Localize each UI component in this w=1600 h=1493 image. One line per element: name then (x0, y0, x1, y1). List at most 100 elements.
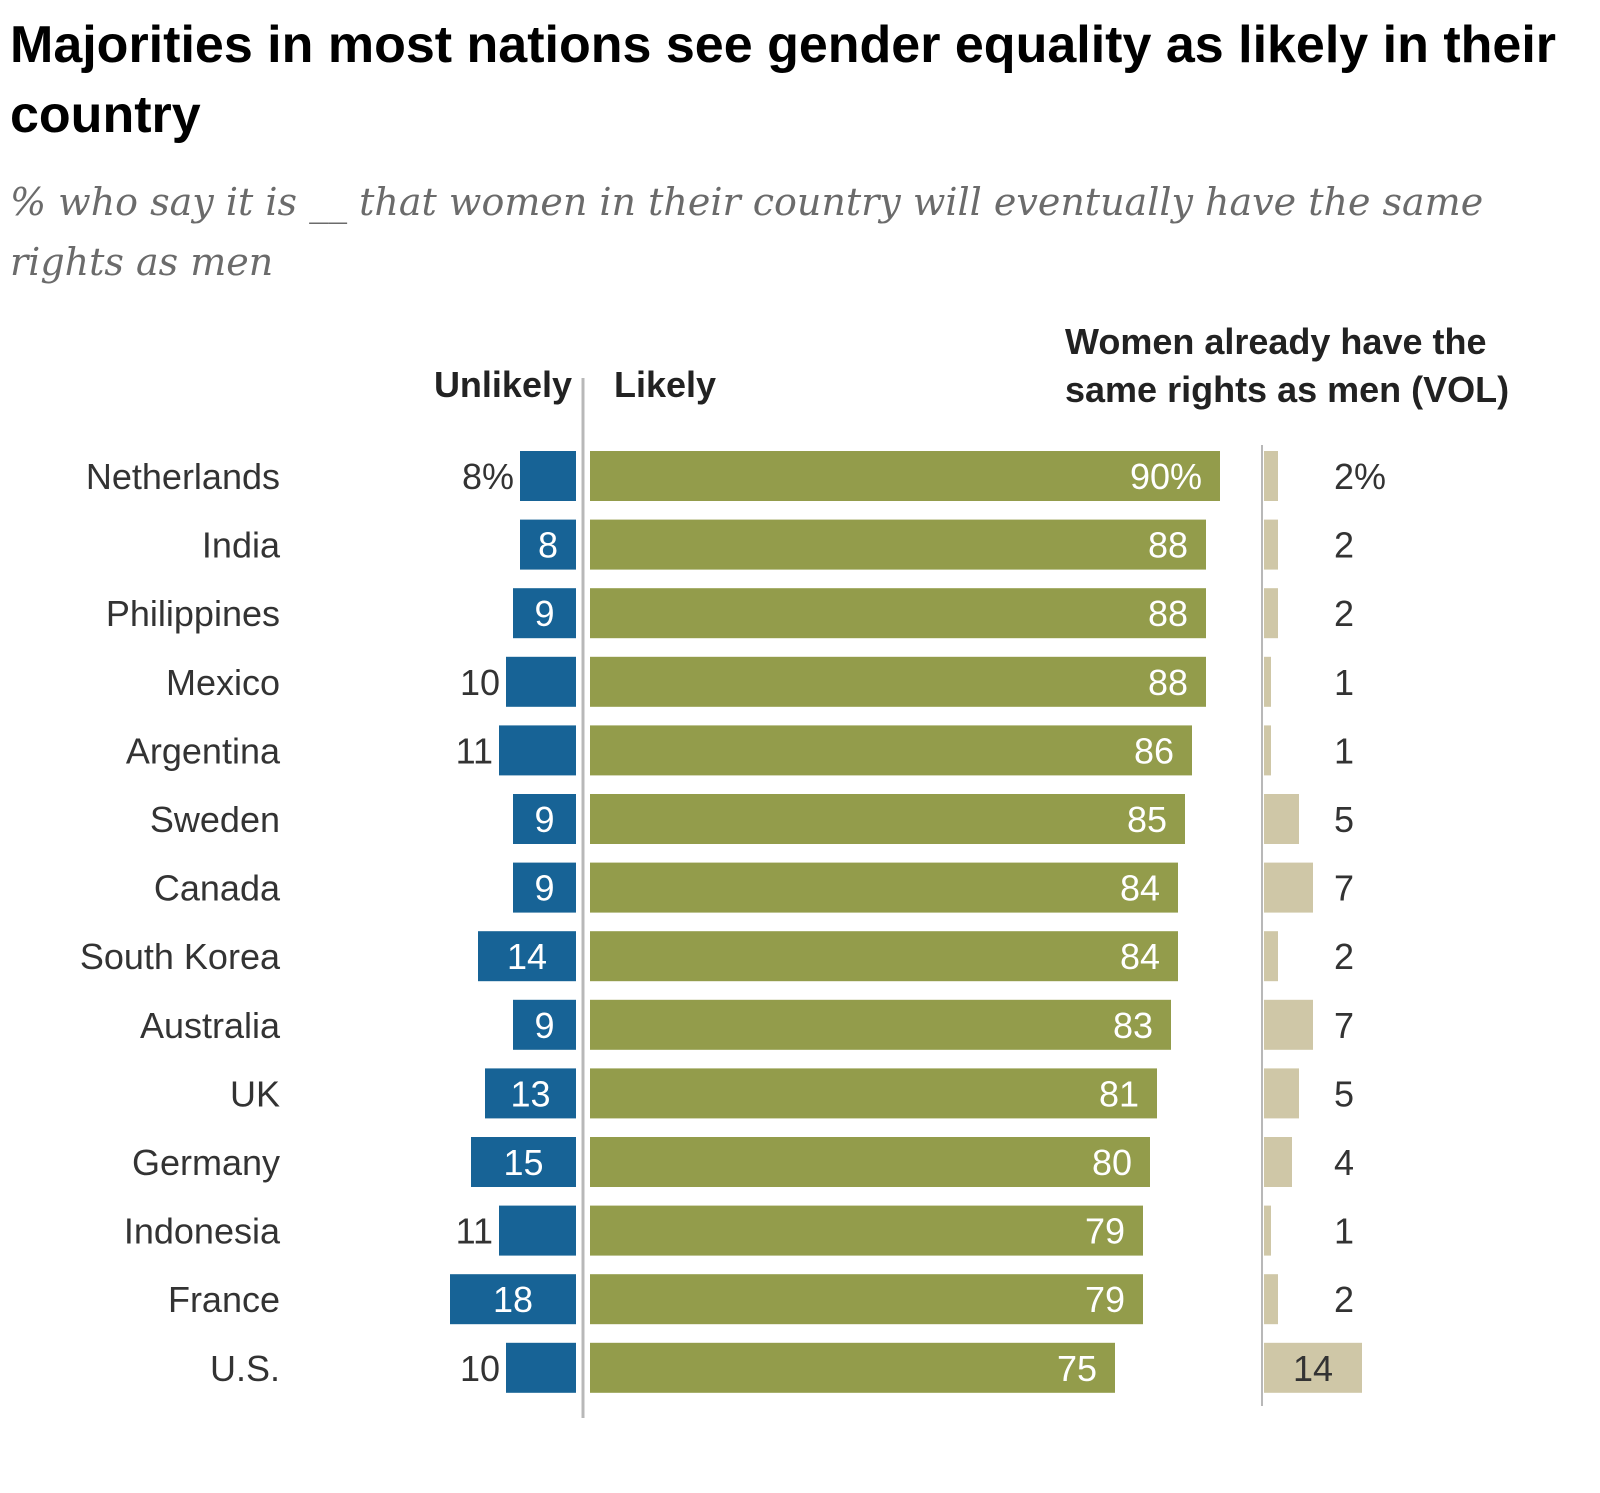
bar-row: Sweden 9 85 5 (150, 794, 1354, 844)
unlikely-bar (513, 794, 576, 844)
bar-row: Philippines 9 88 2 (106, 588, 1354, 639)
likely-value-label: 84 (1120, 936, 1160, 977)
already-rights-bar (1264, 1342, 1362, 1393)
already-rights-value-label: 1 (1334, 1211, 1354, 1252)
likely-bar (590, 1137, 1150, 1187)
already-rights-value-label: 2 (1334, 593, 1354, 634)
likely-bar (590, 656, 1206, 707)
already-rights-bar (1264, 999, 1313, 1050)
bar-row: Argentina 11 86 1 (126, 725, 1354, 776)
country-label: France (168, 1279, 280, 1320)
unlikely-bar (478, 931, 576, 982)
already-rights-value-label: 2 (1334, 1279, 1354, 1320)
likely-value-label: 85 (1127, 799, 1167, 840)
likely-value-label: 75 (1057, 1348, 1097, 1389)
already-rights-value-label: 2% (1334, 456, 1386, 497)
already-rights-value-label: 1 (1334, 730, 1354, 771)
likely-bar (590, 519, 1206, 570)
likely-value-label: 80 (1092, 1142, 1132, 1183)
already-rights-bar (1264, 794, 1299, 844)
country-label: Canada (154, 868, 281, 909)
already-rights-value-label: 7 (1334, 1005, 1354, 1046)
already-rights-bar (1264, 1274, 1278, 1325)
likely-bar (590, 588, 1206, 639)
unlikely-value-label: 9 (534, 799, 554, 840)
likely-value-label: 81 (1099, 1073, 1139, 1114)
country-label: Philippines (106, 593, 280, 634)
likely-value-label: 88 (1148, 525, 1188, 566)
bar-row: UK 13 81 5 (230, 1068, 1354, 1119)
unlikely-value-label: 8 (538, 525, 558, 566)
unlikely-bar (450, 1274, 576, 1325)
likely-value-label: 88 (1148, 593, 1188, 634)
likely-bar (590, 725, 1192, 776)
already-rights-bar (1264, 451, 1278, 501)
bar-row: Germany 15 80 4 (132, 1137, 1354, 1187)
country-label: U.S. (210, 1348, 280, 1389)
likely-value-label: 83 (1113, 1005, 1153, 1046)
unlikely-value-label: 10 (460, 662, 500, 703)
likely-bar (590, 931, 1178, 982)
unlikely-value-label: 18 (493, 1279, 533, 1320)
unlikely-value-label: 11 (456, 730, 493, 771)
unlikely-bar (485, 1068, 576, 1119)
bar-row: Indonesia 11 79 1 (124, 1205, 1354, 1256)
already-rights-bar (1264, 519, 1278, 570)
already-rights-bar (1264, 1068, 1299, 1119)
already-rights-value-label: 2 (1334, 525, 1354, 566)
unlikely-bar (520, 451, 576, 501)
unlikely-value-label: 13 (510, 1073, 550, 1114)
likely-bar (590, 794, 1185, 844)
unlikely-bar (499, 1205, 576, 1256)
already-rights-value-label: 5 (1334, 799, 1354, 840)
unlikely-value-label: 8% (462, 456, 514, 497)
already-rights-value-label: 7 (1334, 868, 1354, 909)
likely-value-label: 84 (1120, 868, 1160, 909)
country-label: Argentina (126, 730, 281, 771)
already-column-header-line-1: Women already have the (1065, 321, 1487, 362)
unlikely-bar (506, 1342, 576, 1393)
unlikely-value-label: 9 (534, 593, 554, 634)
unlikely-value-label: 11 (456, 1211, 493, 1252)
likely-bar (590, 451, 1220, 501)
country-label: UK (230, 1073, 280, 1114)
bar-row: France 18 79 2 (168, 1274, 1354, 1325)
likely-bar (590, 1205, 1143, 1256)
likely-value-label: 79 (1085, 1279, 1125, 1320)
unlikely-value-label: 9 (534, 1005, 554, 1046)
likely-value-label: 90% (1130, 456, 1202, 497)
already-rights-bar (1264, 588, 1278, 639)
country-label: India (202, 525, 281, 566)
already-rights-value-label: 1 (1334, 662, 1354, 703)
already-rights-value-label: 4 (1334, 1142, 1354, 1183)
likely-value-label: 79 (1085, 1211, 1125, 1252)
likely-bar (590, 999, 1171, 1050)
already-rights-bar (1264, 862, 1313, 913)
country-label: South Korea (80, 936, 281, 977)
already-rights-bar (1264, 1137, 1292, 1187)
likely-bar (590, 1068, 1157, 1119)
country-label: Australia (140, 1005, 281, 1046)
unlikely-bar (513, 999, 576, 1050)
likely-value-label: 88 (1148, 662, 1188, 703)
unlikely-column-header: Unlikely (434, 364, 572, 405)
likely-bar (590, 862, 1178, 913)
chart-title: Majorities in most nations see gender eq… (10, 16, 1557, 144)
bar-row: India 8 88 2 (202, 519, 1354, 570)
unlikely-value-label: 14 (507, 936, 547, 977)
bar-row: Netherlands 8% 90% 2% (86, 451, 1386, 501)
likely-column-header: Likely (614, 364, 716, 405)
likely-bar (590, 1274, 1143, 1325)
bar-row: Mexico 10 88 1 (166, 656, 1354, 707)
already-rights-bar (1264, 656, 1271, 707)
unlikely-bar (513, 588, 576, 639)
bar-row: Canada 9 84 7 (154, 862, 1354, 913)
already-rights-bar (1264, 725, 1271, 776)
unlikely-value-label: 15 (503, 1142, 543, 1183)
unlikely-value-label: 9 (534, 868, 554, 909)
bar-row: Australia 9 83 7 (140, 999, 1354, 1050)
already-column-header-line-2: same rights as men (VOL) (1065, 369, 1509, 410)
already-rights-value-label: 2 (1334, 936, 1354, 977)
bar-row: U.S. 10 75 14 (210, 1342, 1362, 1393)
